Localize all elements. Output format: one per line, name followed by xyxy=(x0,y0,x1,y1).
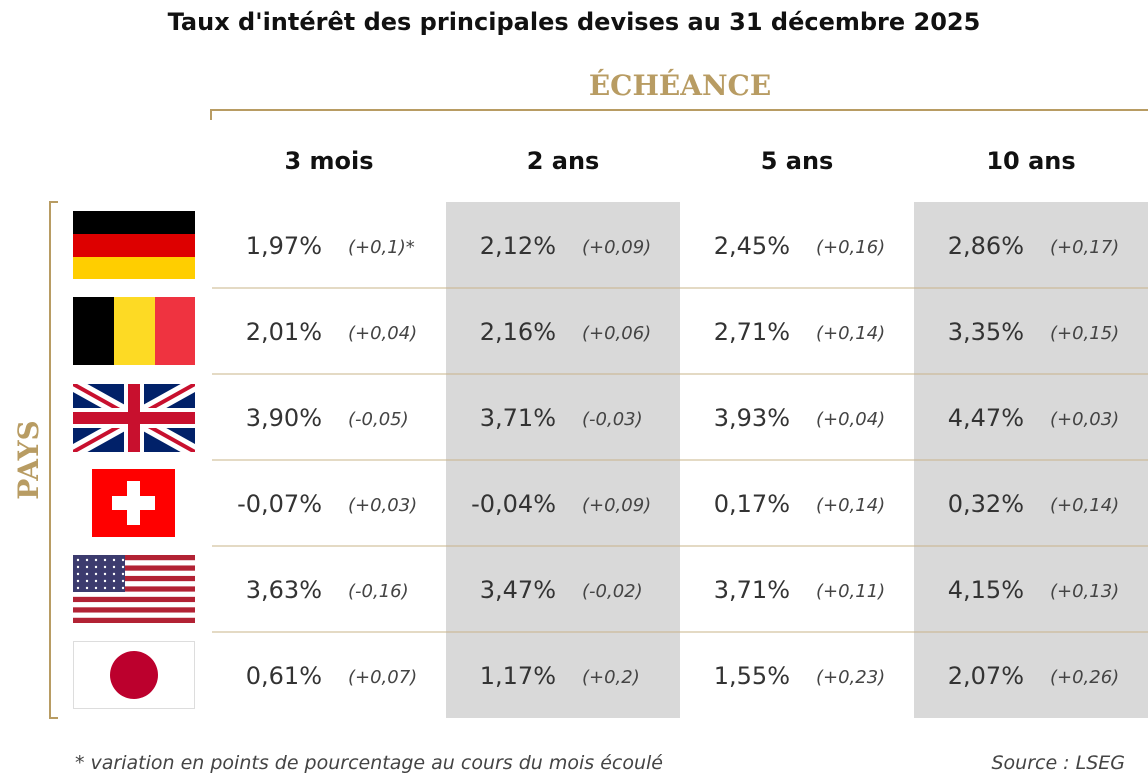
rate: 4,47% xyxy=(948,404,1024,432)
change: (+0,26) xyxy=(1050,667,1119,688)
change: (+0,2) xyxy=(582,667,640,688)
change: (+0,14) xyxy=(816,495,885,516)
change: (+0,09) xyxy=(582,237,651,258)
change: (+0,03) xyxy=(1050,409,1119,430)
source: Source : LSEG xyxy=(991,752,1125,774)
rate: 2,12% xyxy=(480,232,556,260)
rate: 3,47% xyxy=(480,576,556,604)
flag-uk xyxy=(73,384,195,452)
column-header: 10 ans xyxy=(986,147,1075,175)
flag-stripe xyxy=(73,617,195,623)
rate: 1,55% xyxy=(714,662,790,690)
table: 3 mois 2 ans 5 ans 10 ans 1,97% (+0,1)* 2,12% (… xyxy=(237,147,1119,690)
flag-stripe xyxy=(73,596,195,603)
flag-usa xyxy=(73,555,195,623)
flag-belgium xyxy=(73,297,195,365)
change: (-0,02) xyxy=(582,581,643,602)
rate: 3,71% xyxy=(714,576,790,604)
row-separators xyxy=(212,287,1148,633)
rate: 3,71% xyxy=(480,404,556,432)
change: (+0,06) xyxy=(582,323,651,344)
rate: 2,45% xyxy=(714,232,790,260)
rate: 1,17% xyxy=(480,662,556,690)
rate: 3,93% xyxy=(714,404,790,432)
flag-stripe xyxy=(125,575,195,582)
column-group-label: ÉCHÉANCE xyxy=(589,69,771,102)
change: (+0,23) xyxy=(816,667,885,688)
rate: 2,71% xyxy=(714,318,790,346)
flag-switzerland xyxy=(92,469,175,537)
rate: 2,16% xyxy=(480,318,556,346)
change: (+0,03) xyxy=(348,495,417,516)
change: (+0,04) xyxy=(348,323,417,344)
rate: 4,15% xyxy=(948,576,1024,604)
change: (+0,1)* xyxy=(348,237,415,258)
rate: 3,63% xyxy=(246,576,322,604)
title: Taux d'intérêt des principales devises a… xyxy=(168,8,981,36)
change: (+0,17) xyxy=(1050,237,1119,258)
change: (+0,04) xyxy=(816,409,885,430)
rate: 0,32% xyxy=(948,490,1024,518)
change: (+0,07) xyxy=(348,667,417,688)
change: (+0,16) xyxy=(816,237,885,258)
rate: -0,07% xyxy=(237,490,322,518)
column-header: 5 ans xyxy=(761,147,834,175)
rate: 2,07% xyxy=(948,662,1024,690)
change: (+0,15) xyxy=(1050,323,1119,344)
flag-germany xyxy=(73,211,195,279)
change: (-0,05) xyxy=(348,409,409,430)
flag-japan xyxy=(73,641,195,709)
rate: 3,35% xyxy=(948,318,1024,346)
flag-stripe xyxy=(125,565,195,571)
rate: -0,04% xyxy=(471,490,556,518)
rate: 2,86% xyxy=(948,232,1024,260)
change: (+0,11) xyxy=(816,581,885,602)
flag-stripe xyxy=(125,586,195,592)
column-header: 2 ans xyxy=(527,147,600,175)
rate: 0,61% xyxy=(246,662,322,690)
flag-stripe xyxy=(125,555,195,561)
change: (+0,13) xyxy=(1050,581,1119,602)
flag-stripe xyxy=(73,607,195,613)
change: (-0,03) xyxy=(582,409,643,430)
column-header: 3 mois xyxy=(284,147,373,175)
change: (+0,09) xyxy=(582,495,651,516)
rate: 1,97% xyxy=(246,232,322,260)
column-bracket xyxy=(210,109,1148,120)
row-bracket xyxy=(49,201,58,719)
footnote: * variation en points de pourcentage au … xyxy=(75,752,663,774)
row-group-label: PAYS xyxy=(12,420,45,500)
rate: 3,90% xyxy=(246,404,322,432)
change: (-0,16) xyxy=(348,581,409,602)
change: (+0,14) xyxy=(1050,495,1119,516)
change: (+0,14) xyxy=(816,323,885,344)
rate: 2,01% xyxy=(246,318,322,346)
rate: 0,17% xyxy=(714,490,790,518)
